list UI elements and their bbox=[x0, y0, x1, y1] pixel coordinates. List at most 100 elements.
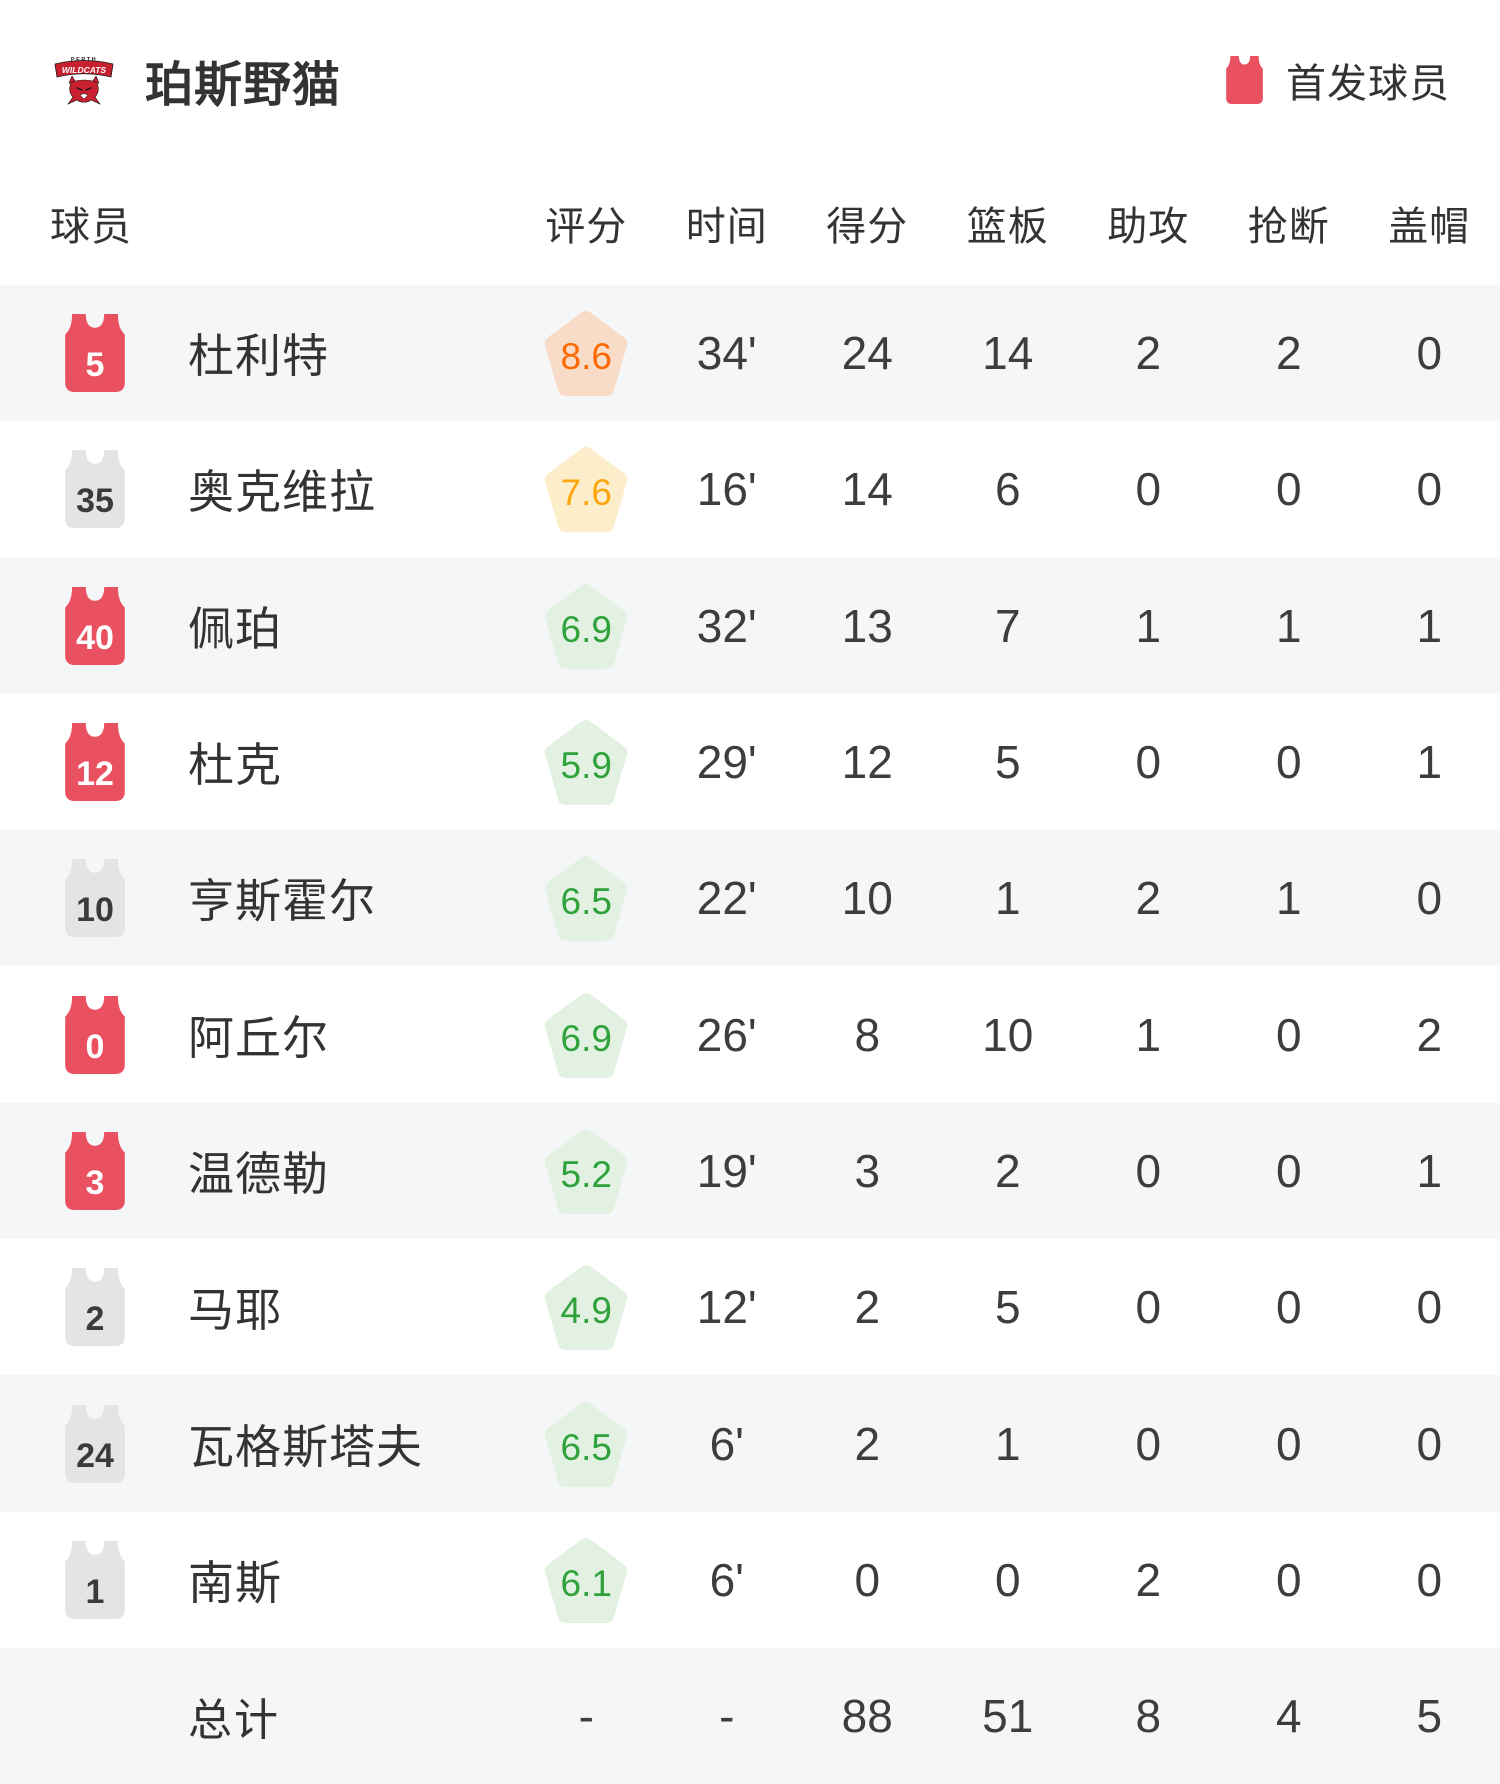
column-header-blocks: 盖帽 bbox=[1388, 204, 1471, 249]
total-label: 总计 bbox=[188, 1696, 280, 1746]
points-value: 2 bbox=[854, 1281, 881, 1334]
steals-value: 0 bbox=[1275, 1281, 1302, 1334]
time-value: 34' bbox=[696, 327, 757, 380]
time-value: 19' bbox=[696, 1144, 757, 1197]
rating-value: 4.9 bbox=[560, 1290, 612, 1332]
rating-badge: 6.9 bbox=[542, 583, 630, 669]
player-cell: 2 马耶 bbox=[0, 1268, 516, 1347]
assists-value: 0 bbox=[1135, 736, 1162, 789]
time-value: 12' bbox=[696, 1281, 757, 1334]
assists-value: 2 bbox=[1135, 872, 1162, 925]
column-header-time: 时间 bbox=[685, 204, 768, 249]
time-value: 22' bbox=[696, 872, 757, 925]
total-rating: - bbox=[578, 1690, 594, 1743]
jersey-number-badge: 1 bbox=[60, 1540, 130, 1619]
jersey-number: 3 bbox=[85, 1163, 105, 1202]
jersey-number-badge: 2 bbox=[60, 1268, 130, 1347]
player-name: 亨斯霍尔 bbox=[188, 875, 376, 928]
rebounds-value: 1 bbox=[994, 872, 1021, 925]
rating-value: 6.5 bbox=[560, 1426, 612, 1468]
rating-cell: 8.6 bbox=[516, 310, 657, 396]
player-stats-row[interactable]: 40 佩珀 6.9 32' 13 7 1 1 1 bbox=[0, 557, 1500, 694]
player-stats-row[interactable]: 5 杜利特 8.6 34' 24 14 2 2 0 bbox=[0, 285, 1500, 422]
player-cell: 35 奥克维拉 bbox=[0, 450, 516, 529]
rating-badge: 6.5 bbox=[542, 855, 630, 941]
rating-badge: 4.9 bbox=[542, 1264, 630, 1350]
rebounds-value: 2 bbox=[994, 1144, 1021, 1197]
jersey-number: 0 bbox=[85, 1027, 105, 1066]
player-cell: 1 南斯 bbox=[0, 1540, 516, 1619]
player-stats-row[interactable]: 1 南斯 6.1 6' 0 0 2 0 0 bbox=[0, 1512, 1500, 1648]
blocks-value: 0 bbox=[1416, 463, 1443, 516]
rating-value: 6.1 bbox=[560, 1562, 612, 1604]
player-name: 南斯 bbox=[188, 1556, 282, 1609]
total-row: 总计 - - 88 51 8 4 5 bbox=[0, 1647, 1500, 1784]
rating-value: 5.2 bbox=[560, 1153, 612, 1195]
blocks-value: 2 bbox=[1416, 1008, 1443, 1061]
jersey-number-badge: 40 bbox=[60, 586, 130, 665]
rating-cell: 4.9 bbox=[516, 1264, 657, 1350]
rating-badge: 7.6 bbox=[542, 446, 630, 532]
player-stats-row[interactable]: 35 奥克维拉 7.6 16' 14 6 0 0 0 bbox=[0, 421, 1500, 557]
column-header-player: 球员 bbox=[50, 204, 132, 249]
blocks-value: 0 bbox=[1416, 1281, 1443, 1334]
jersey-number-badge: 12 bbox=[60, 723, 130, 802]
total-assists: 8 bbox=[1135, 1690, 1162, 1743]
rating-cell: 6.1 bbox=[516, 1537, 657, 1623]
rating-value: 6.5 bbox=[560, 881, 612, 923]
player-stats-row[interactable]: 10 亨斯霍尔 6.5 22' 10 1 2 1 0 bbox=[0, 830, 1500, 967]
player-stats-row[interactable]: 3 温德勒 5.2 19' 3 2 0 0 1 bbox=[0, 1102, 1500, 1240]
points-value: 12 bbox=[841, 736, 893, 789]
steals-value: 1 bbox=[1275, 599, 1302, 652]
assists-value: 0 bbox=[1135, 463, 1162, 516]
jersey-number: 1 bbox=[85, 1572, 105, 1611]
jersey-number: 2 bbox=[85, 1300, 105, 1339]
player-stats-row[interactable]: 0 阿丘尔 6.9 26' 8 10 1 0 2 bbox=[0, 966, 1500, 1102]
player-cell: 24 瓦格斯塔夫 bbox=[0, 1404, 516, 1483]
jersey-number-badge: 10 bbox=[60, 859, 130, 938]
starter-legend-label: 首发球员 bbox=[1286, 62, 1450, 106]
rebounds-value: 6 bbox=[994, 463, 1021, 516]
rating-cell: 7.6 bbox=[516, 446, 657, 532]
rating-badge: 6.5 bbox=[542, 1401, 630, 1487]
rating-value: 6.9 bbox=[560, 608, 612, 650]
points-value: 24 bbox=[841, 327, 893, 380]
rating-value: 5.9 bbox=[560, 745, 612, 787]
blocks-value: 0 bbox=[1416, 1553, 1443, 1606]
logo-banner-text: WILDCATS bbox=[62, 65, 107, 75]
rating-cell: 6.5 bbox=[516, 855, 657, 941]
player-stats-row[interactable]: 12 杜克 5.9 29' 12 5 0 0 1 bbox=[0, 694, 1500, 830]
player-stats-row[interactable]: 2 马耶 4.9 12' 2 5 0 0 0 bbox=[0, 1239, 1500, 1375]
points-value: 0 bbox=[854, 1553, 881, 1606]
player-cell: 10 亨斯霍尔 bbox=[0, 859, 516, 938]
total-rebounds: 51 bbox=[982, 1690, 1034, 1743]
jersey-number: 5 bbox=[85, 346, 105, 385]
jersey-number: 40 bbox=[76, 618, 114, 657]
steals-value: 2 bbox=[1275, 327, 1302, 380]
assists-value: 1 bbox=[1135, 599, 1162, 652]
rebounds-value: 0 bbox=[994, 1553, 1021, 1606]
jersey-number-badge: 35 bbox=[60, 450, 130, 529]
steals-value: 0 bbox=[1275, 1553, 1302, 1606]
jersey-number: 10 bbox=[76, 891, 114, 930]
player-stats-row[interactable]: 24 瓦格斯塔夫 6.5 6' 2 1 0 0 0 bbox=[0, 1375, 1500, 1512]
total-blocks: 5 bbox=[1416, 1690, 1443, 1743]
starter-jersey-icon bbox=[1226, 56, 1263, 104]
steals-value: 0 bbox=[1275, 1144, 1302, 1197]
column-header-points: 得分 bbox=[826, 204, 909, 249]
rating-cell: 5.9 bbox=[516, 719, 657, 805]
rebounds-value: 14 bbox=[982, 327, 1034, 380]
points-value: 14 bbox=[841, 463, 893, 516]
rating-badge: 5.2 bbox=[542, 1128, 630, 1214]
steals-value: 0 bbox=[1275, 463, 1302, 516]
rating-value: 8.6 bbox=[560, 336, 612, 378]
assists-value: 2 bbox=[1135, 1553, 1162, 1606]
time-value: 29' bbox=[696, 736, 757, 789]
rating-value: 7.6 bbox=[560, 472, 612, 514]
rebounds-value: 5 bbox=[994, 736, 1021, 789]
points-value: 3 bbox=[854, 1144, 881, 1197]
rebounds-value: 7 bbox=[994, 599, 1021, 652]
rating-value: 6.9 bbox=[560, 1017, 612, 1059]
blocks-value: 0 bbox=[1416, 327, 1443, 380]
assists-value: 0 bbox=[1135, 1144, 1162, 1197]
